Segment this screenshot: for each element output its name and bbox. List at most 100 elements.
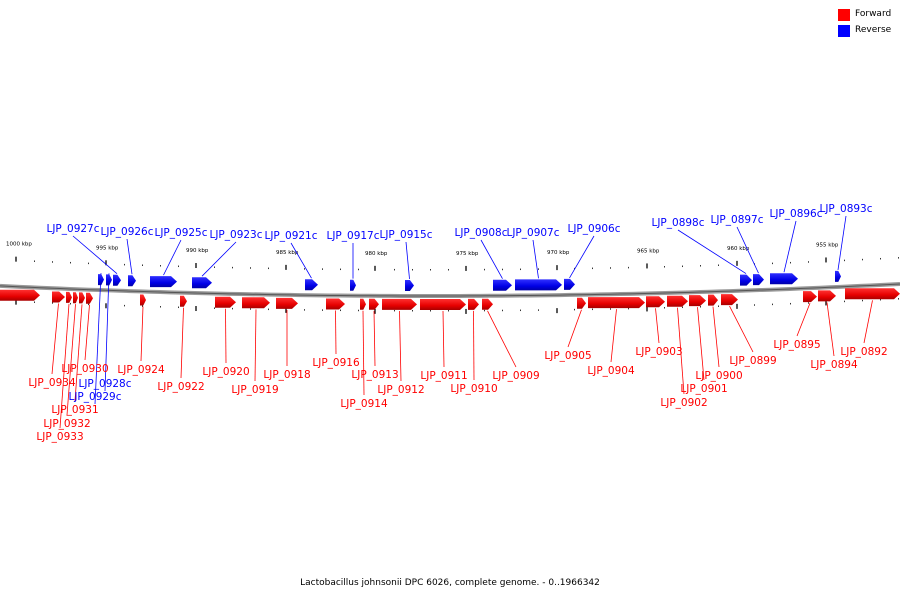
minor-tick-lower bbox=[268, 308, 269, 311]
gene-arrow-ljp-0926c[interactable] bbox=[128, 275, 136, 287]
gene-label[interactable]: LJP_0895 bbox=[773, 339, 820, 351]
leader-line bbox=[126, 238, 133, 275]
gene-arrow-ljp-0892[interactable] bbox=[845, 288, 900, 300]
gene-label[interactable]: LJP_0912 bbox=[377, 384, 424, 396]
gene-arrow-ljp-0900[interactable] bbox=[708, 294, 718, 306]
gene-arrow-ljp-0896c[interactable] bbox=[770, 273, 798, 285]
gene-label[interactable]: LJP_0900 bbox=[695, 370, 742, 382]
gene-label[interactable]: LJP_0910 bbox=[450, 383, 497, 395]
gene-label[interactable]: LJP_0932 bbox=[43, 418, 90, 430]
gene-arrow-ljp-0894[interactable] bbox=[818, 290, 836, 302]
gene-label[interactable]: LJP_0923c bbox=[209, 229, 262, 241]
gene-label[interactable]: LJP_0909 bbox=[492, 370, 539, 382]
gene-label[interactable]: LJP_0926c bbox=[100, 226, 153, 238]
gene-label[interactable]: LJP_0899 bbox=[729, 355, 776, 367]
gene-label[interactable]: LJP_0922 bbox=[157, 381, 204, 393]
gene-arrow-ljp-0919[interactable] bbox=[242, 297, 270, 309]
gene-arrow-ljp-0931[interactable] bbox=[79, 292, 85, 304]
gene-label[interactable]: LJP_0925c bbox=[154, 227, 207, 239]
gene-label[interactable]: LJP_0897c bbox=[710, 214, 763, 226]
gene-arrow-ljp-0907c[interactable] bbox=[515, 279, 562, 291]
leader-line bbox=[567, 309, 582, 348]
gene-arrow-ljp-0933[interactable] bbox=[66, 291, 72, 303]
gene-label[interactable]: LJP_0892 bbox=[840, 346, 887, 358]
gene-label[interactable]: LJP_0911 bbox=[420, 370, 467, 382]
gene-label[interactable]: LJP_0917c bbox=[326, 230, 379, 242]
minor-tick-lower bbox=[574, 308, 575, 311]
gene-arrow-ljp-0905[interactable] bbox=[577, 297, 586, 309]
gene-arrow-ljp-0906c[interactable] bbox=[564, 278, 575, 290]
gene-arrow-ljp-0917c[interactable] bbox=[350, 279, 356, 291]
gene-label[interactable]: LJP_0929c bbox=[68, 391, 121, 403]
gene-arrow-ljp-0916[interactable] bbox=[326, 298, 345, 310]
gene-arrow-ljp-0902[interactable] bbox=[667, 295, 688, 307]
gene-arrow-ljp-0904[interactable] bbox=[588, 297, 645, 309]
gene-label[interactable]: LJP_0918 bbox=[263, 369, 310, 381]
gene-arrow-ljp-0928c[interactable] bbox=[106, 274, 112, 286]
gene-arrow-ljp-0913[interactable] bbox=[369, 298, 379, 310]
gene-label[interactable]: LJP_0927c bbox=[46, 223, 99, 235]
gene-arrow-ljp-0932[interactable] bbox=[73, 292, 78, 304]
gene-label[interactable]: LJP_0898c bbox=[651, 217, 704, 229]
leader-line bbox=[697, 307, 705, 381]
gene-arrow-ljp-0920[interactable] bbox=[215, 296, 236, 308]
gene-label[interactable]: LJP_0933 bbox=[36, 431, 83, 443]
gene-arrow-ljp-0901[interactable] bbox=[689, 295, 706, 307]
gene-arrow-ljp-0897c[interactable] bbox=[753, 274, 764, 286]
gene-label[interactable]: LJP_0893c bbox=[819, 203, 872, 215]
gene-label[interactable]: LJP_0907c bbox=[506, 227, 559, 239]
gene-label[interactable]: LJP_0894 bbox=[810, 359, 858, 371]
leader-line bbox=[201, 241, 237, 277]
leader-line bbox=[569, 235, 595, 279]
gene-arrow-ljp-0934[interactable] bbox=[52, 291, 65, 303]
gene-arrows[interactable] bbox=[0, 270, 900, 310]
gene-arrow-ljp-0898c[interactable] bbox=[740, 274, 752, 286]
gene-arrow-ljp-0930[interactable] bbox=[86, 292, 93, 304]
gene-label[interactable]: LJP_0905 bbox=[544, 350, 591, 362]
gene-label[interactable]: LJP_0901 bbox=[680, 383, 727, 395]
gene-label[interactable]: LJP_0931 bbox=[51, 404, 98, 416]
minor-tick-lower bbox=[520, 309, 521, 312]
gene-label[interactable]: LJP_0908c bbox=[454, 227, 507, 239]
gene-label[interactable]: LJP_0906c bbox=[567, 223, 620, 235]
gene-label[interactable]: LJP_0930 bbox=[61, 363, 108, 375]
gene-arrow-ljp-0903[interactable] bbox=[646, 296, 665, 308]
minor-tick-lower bbox=[484, 309, 485, 312]
gene-arrow-ljp-0912[interactable] bbox=[382, 298, 417, 310]
gene-arrow-ljp-0924[interactable] bbox=[140, 294, 146, 306]
gene-label[interactable]: LJP_0913 bbox=[351, 369, 398, 381]
gene-arrow-ljp-0911[interactable] bbox=[420, 299, 466, 310]
minor-tick bbox=[232, 266, 233, 269]
gene-label[interactable]: LJP_0902 bbox=[660, 397, 707, 409]
gene-arrow-ljp-0909[interactable] bbox=[482, 298, 493, 310]
gene-label[interactable]: LJP_0919 bbox=[231, 384, 278, 396]
gene-arrow-ljp-0929c[interactable] bbox=[98, 274, 104, 286]
gene-label[interactable]: LJP_0915c bbox=[379, 229, 432, 241]
gene-arrow-ljp-0915c[interactable] bbox=[405, 280, 414, 291]
gene-arrow[interactable] bbox=[0, 289, 40, 301]
gene-label[interactable]: LJP_0896c bbox=[769, 208, 822, 220]
gene-label[interactable]: LJP_0903 bbox=[635, 346, 682, 358]
gene-arrow-ljp-0922[interactable] bbox=[180, 295, 187, 307]
minor-tick bbox=[664, 266, 665, 268]
gene-arrow-ljp-0918[interactable] bbox=[276, 297, 298, 309]
gene-label[interactable]: LJP_0904 bbox=[587, 365, 635, 377]
gene-label[interactable]: LJP_0916 bbox=[312, 357, 360, 369]
gene-label[interactable]: LJP_0921c bbox=[264, 230, 317, 242]
gene-label[interactable]: LJP_0914 bbox=[340, 398, 388, 410]
minor-tick bbox=[538, 268, 539, 270]
gene-arrow-ljp-0899[interactable] bbox=[721, 294, 738, 306]
gene-arrow-ljp-0910[interactable] bbox=[468, 298, 479, 310]
gene-arrow-ljp-0895[interactable] bbox=[803, 291, 817, 303]
gene-arrow-ljp-0908c[interactable] bbox=[493, 279, 512, 291]
gene-arrow-ljp-0925c[interactable] bbox=[150, 276, 177, 288]
gene-arrow-ljp-0921c[interactable] bbox=[305, 279, 318, 291]
gene-arrow-ljp-0923c[interactable] bbox=[192, 277, 212, 289]
gene-arrow-ljp-0914[interactable] bbox=[360, 298, 366, 310]
gene-arrow-ljp-0927c[interactable] bbox=[113, 274, 121, 286]
gene-label[interactable]: LJP_0924 bbox=[117, 364, 165, 376]
gene-label[interactable]: LJP_0920 bbox=[202, 366, 249, 378]
gene-label[interactable]: LJP_0934 bbox=[28, 377, 76, 389]
gene-arrow-ljp-0893c[interactable] bbox=[835, 270, 841, 282]
gene-label[interactable]: LJP_0928c bbox=[78, 378, 131, 390]
